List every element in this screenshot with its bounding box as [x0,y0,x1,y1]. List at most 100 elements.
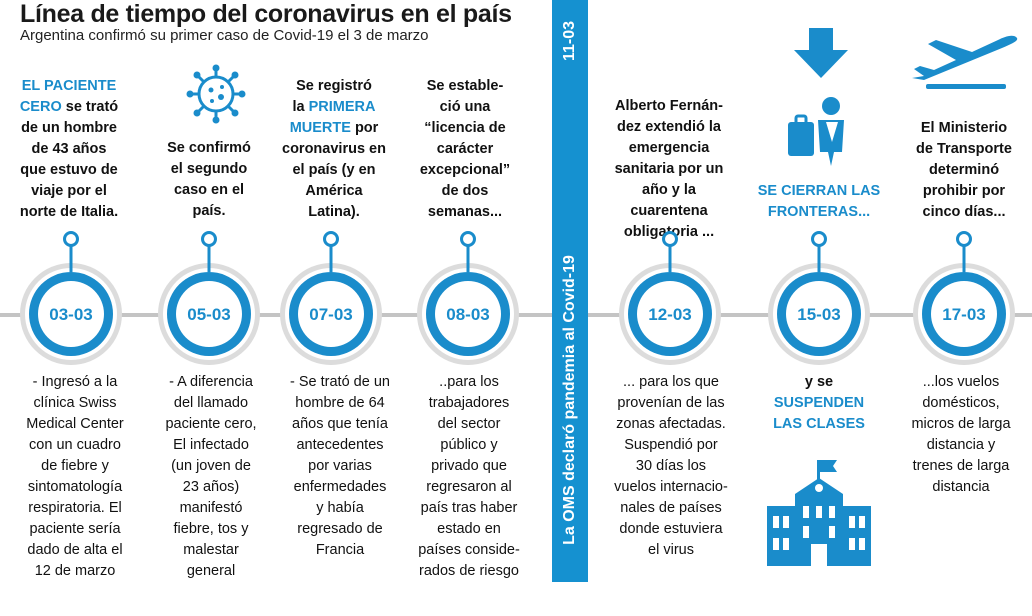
node-date-label: 15-03 [797,305,840,324]
text-line: rados de riesgo [419,563,519,579]
text-line: cuarentena [630,203,708,219]
airplane-icon [912,35,1018,89]
timeline-node-08-03: 08-03 [417,231,519,365]
text-line: MUERTE por [289,120,379,136]
text-line: - Se trató de un [290,374,390,390]
text-line: 30 días los [635,458,707,474]
text-line: LAS CLASES [773,416,865,432]
text-line: respiratoria. El [28,500,122,516]
text-line: hombre de 64 [295,395,385,411]
text-line: la PRIMERA [292,99,376,115]
text-line: años que tenía [292,416,388,432]
text-line: el segundo [170,161,248,177]
traveler-icon [788,97,844,166]
text-line: Alberto Fernán- [615,98,723,114]
text-line: Medical Center [26,416,124,432]
text-line: de 43 años [31,141,107,157]
text-line: El infectado [173,437,249,453]
timeline-node-17-03: 17-03 [913,231,1015,365]
text-line: prohibir por [922,183,1006,199]
text-line: carácter [436,141,494,157]
text-line: año y la [642,182,696,198]
event-0703-detail: - Se trató de un hombre de 64 años que ten… [278,372,402,561]
text-line: paciente cero, [165,416,257,432]
text-line: general [186,563,236,579]
event-0303-detail: - Ingresó a la clínica Swiss Medical Cente… [14,372,136,582]
timeline-node-05-03: 05-03 [158,231,260,365]
node-date-label: 05-03 [187,305,230,324]
text-line: ..para los [439,374,499,390]
text-line: coronavirus en [282,141,386,157]
text-line: de Transporte [916,141,1012,157]
school-icon [767,460,871,566]
text-line: - Ingresó a la [32,374,118,390]
event-1503-headline: SE CIERRAN LAS FRONTERAS... [744,181,894,223]
text-line: regresado de [297,521,383,537]
text-line: Suspendió por [624,437,718,453]
text-line: norte de Italia. [19,204,119,220]
pandemic-band [552,0,588,582]
timeline-node-12-03: 12-03 [619,231,721,365]
text-line: que estuvo de [20,162,118,178]
text-line: de dos [441,183,489,199]
text-line: EL PACIENTE [21,78,117,94]
text-line: privado que [431,458,507,474]
text-line: paciente sería [29,521,121,537]
text-line: zonas afectadas. [616,416,726,432]
text-line: América [305,183,363,199]
text-line: semanas... [427,204,503,220]
text-line: Se estable- [426,78,504,94]
band-text: La OMS declaró pandemia al Covid-19 [561,255,578,545]
text-line: vuelos internacio- [614,479,728,495]
text-line: El Ministerio [920,120,1008,136]
svg-text:La OMS declaró pandemia al Cov: La OMS declaró pandemia al Covid-19 [561,255,578,545]
text-line: público y [440,437,498,453]
page-subtitle: Argentina confirmó su primer caso de Cov… [20,27,429,44]
text-line: 12 de marzo [34,563,116,579]
text-line: y había [316,500,364,516]
text-line: trenes de larga [912,458,1010,474]
event-0703-headline: Se registró la PRIMERA MUERTE por coronavir… [275,76,393,223]
text-line: excepcional” [419,162,511,178]
text-line: de fiebre y [41,458,109,474]
text-line: ...los vuelos [922,374,1000,390]
svg-text:11-03: 11-03 [561,21,578,61]
event-0803-headline: Se estable-ció una “licencia de carácter ex… [405,76,525,223]
text-line: cinco días... [922,204,1006,220]
node-date-label: 03-03 [49,305,92,324]
text-line: el virus [648,542,694,558]
event-0303-headline: EL PACIENTE CERO se trató de un hombre de 4… [14,76,124,223]
text-line: distancia y [926,437,996,453]
text-line: trabajadores [428,395,510,411]
text-line: domésticos, [922,395,1000,411]
event-1203-detail: ... para los que provenían de las zonas af… [604,372,738,561]
text-line: regresaron al [426,479,512,495]
bottom-margin [0,582,1032,616]
text-line: enfermedades [293,479,387,495]
text-line: Latina). [308,204,360,220]
event-1703-headline: El Ministerio de Transporte determinó prohi… [904,118,1024,223]
text-line: por varias [308,458,372,474]
event-0503-headline: Se confirmó el segundo caso en el país. [152,138,266,222]
arrow-down-icon [794,28,848,78]
event-1503-detail: y se SUSPENDEN LAS CLASES [756,372,882,435]
text-line: de un hombre [21,120,117,136]
page-title: Línea de tiempo del coronavirus en el pa… [20,0,512,28]
event-1203-headline: Alberto Fernán-dez extendió la emergencia… [598,96,740,243]
text-line: viaje por el [31,183,107,199]
text-line: micros de larga [911,416,1011,432]
text-line: el país (y en [292,162,376,178]
text-line: donde estuviera [619,521,723,537]
text-line: estado en [437,521,501,537]
text-line: sanitaria por un [614,161,724,177]
text-line: nales de países [620,500,722,516]
text-line: 23 años) [182,479,240,495]
text-line: Se registró [296,78,372,94]
node-date-label: 08-03 [446,305,489,324]
text-line: - A diferencia [169,374,253,390]
text-line: del llamado [173,395,249,411]
text-line: (un joven de [171,458,251,474]
timeline-node-15-03: 15-03 [768,231,870,365]
text-line: FRONTERAS... [767,204,871,220]
text-line: Francia [315,542,365,558]
